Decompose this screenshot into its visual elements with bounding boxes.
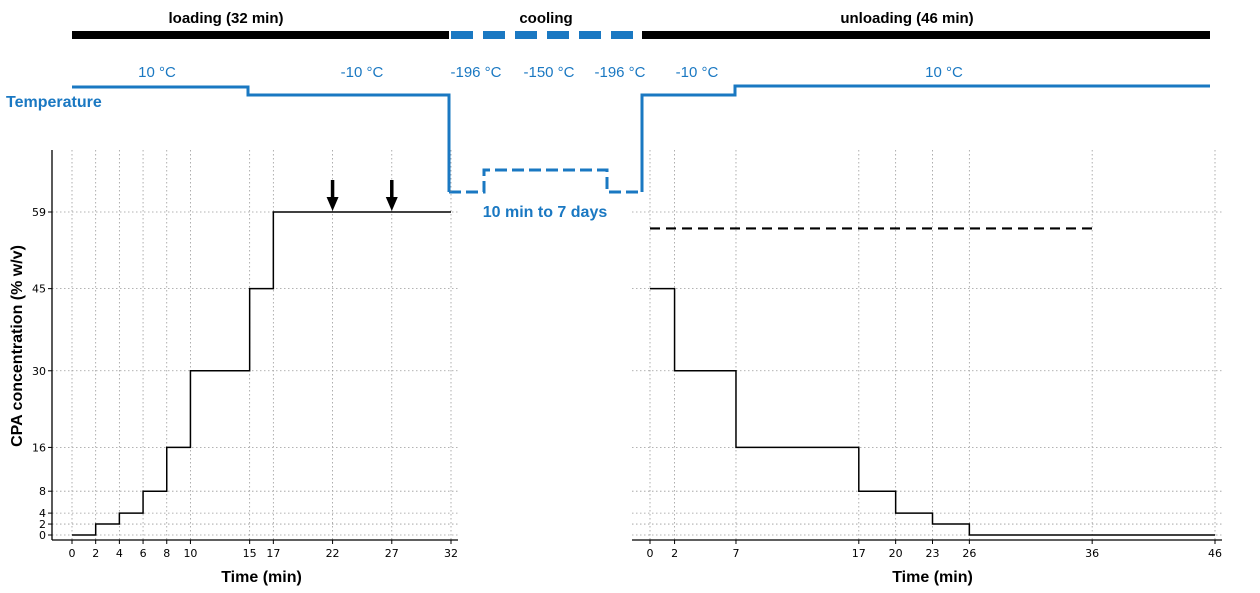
temperature-line-loading: [72, 85, 451, 192]
unloading-x-axis-title: Time (min): [892, 569, 973, 586]
temp-label-minus196-b: -196 °C: [594, 64, 645, 81]
unloading-x-tick-label-36: 36: [1085, 547, 1099, 560]
loading-arrow-head-27: [385, 197, 398, 211]
cooling-phase-label: cooling: [519, 10, 572, 27]
temp-label-loading-10: 10 °C: [138, 64, 176, 81]
temperature-line-cooling: [449, 168, 642, 194]
temp-label-unloading-10: 10 °C: [925, 64, 963, 81]
loading-x-tick-label-27: 27: [385, 547, 399, 560]
temp-label-minus196-a: -196 °C: [450, 64, 501, 81]
y-tick-label-45: 45: [32, 283, 46, 296]
loading-arrow-head-22: [326, 197, 339, 211]
temperature-title: Temperature: [6, 94, 102, 111]
unloading-x-tick-label-2: 2: [671, 547, 678, 560]
temp-label-unloading-minus10: -10 °C: [676, 64, 719, 81]
loading-x-tick-label-22: 22: [326, 547, 340, 560]
cooling-duration-label: 10 min to 7 days: [483, 204, 608, 221]
unloading-x-tick-label-23: 23: [926, 547, 940, 560]
y-tick-label-59: 59: [32, 206, 46, 219]
y-axis-title: CPA concentration (% w/v): [9, 245, 26, 447]
loading-x-tick-label-8: 8: [163, 547, 170, 560]
phase-bar: loading (32 min) cooling unloading (46 m…: [72, 10, 1210, 39]
unloading-x-tick-label-7: 7: [732, 547, 739, 560]
temp-label-minus150: -150 °C: [523, 64, 574, 81]
loading-x-tick-label-15: 15: [243, 547, 257, 560]
loading-concentration-step-line: [72, 211, 451, 536]
temp-label-loading-minus10: -10 °C: [341, 64, 384, 81]
y-tick-label-2: 2: [39, 518, 46, 531]
y-tick-label-16: 16: [32, 441, 46, 454]
unloading-x-tick-label-20: 20: [889, 547, 903, 560]
unloading-concentration-panel: 0 2 7 17 20 23 26 36 46 Time (min): [632, 150, 1222, 586]
unloading-x-tick-label-0: 0: [647, 547, 654, 560]
loading-x-tick-label-32: 32: [444, 547, 458, 560]
loading-x-tick-label-10: 10: [183, 547, 197, 560]
temperature-profile: Temperature 10 °C -10 °C -196 °C -150 °C…: [6, 64, 1210, 221]
unloading-phase-label: unloading (46 min): [840, 10, 973, 27]
loading-x-axis-title: Time (min): [221, 569, 302, 586]
loading-x-tick-label-2: 2: [92, 547, 99, 560]
loading-x-tick-label-17: 17: [266, 547, 280, 560]
y-tick-label-0: 0: [39, 529, 46, 542]
loading-phase-label: loading (32 min): [168, 10, 283, 27]
unloading-x-tick-label-26: 26: [962, 547, 976, 560]
loading-x-tick-label-6: 6: [140, 547, 147, 560]
loading-arrow-22: [326, 180, 339, 211]
temperature-line-unloading: [640, 84, 1210, 192]
unloading-x-tick-label-46: 46: [1208, 547, 1222, 560]
loading-x-tick-label-0: 0: [69, 547, 76, 560]
unloading-concentration-step-line: [650, 287, 1215, 536]
loading-x-tick-label-4: 4: [116, 547, 123, 560]
unloading-x-tick-label-17: 17: [852, 547, 866, 560]
y-tick-label-8: 8: [39, 485, 46, 498]
y-tick-label-4: 4: [39, 507, 46, 520]
loading-arrow-27: [385, 180, 398, 211]
y-tick-label-30: 30: [32, 365, 46, 378]
